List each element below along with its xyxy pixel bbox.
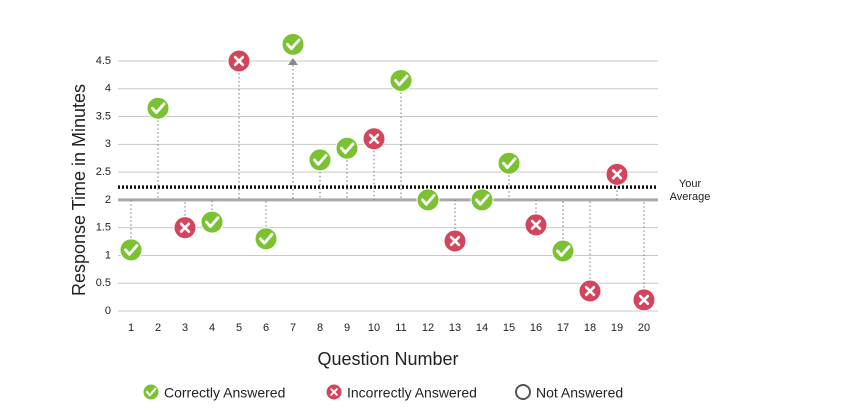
point <box>119 238 143 262</box>
x-tick-label: 2 <box>155 322 161 334</box>
icon-check <box>151 102 166 115</box>
icon-check <box>145 387 157 397</box>
icon-cross <box>330 388 338 396</box>
icon-check <box>205 216 220 228</box>
icon-ring <box>515 384 531 400</box>
icon-bg <box>254 227 278 251</box>
point <box>308 148 332 172</box>
point <box>173 216 197 240</box>
y-tick-label: 3 <box>105 138 111 150</box>
x-tick-label: 7 <box>290 322 296 334</box>
point <box>497 151 521 175</box>
icon-cross <box>449 235 461 247</box>
point <box>416 188 440 212</box>
point <box>146 96 170 120</box>
y-tick-label: 2.5 <box>96 166 111 178</box>
icon-cross <box>638 294 650 306</box>
y-tick-label: 1.5 <box>96 222 111 234</box>
icon-check <box>286 38 301 51</box>
icon-bg <box>119 238 143 262</box>
icon-bg <box>281 32 305 56</box>
icon-check <box>313 154 328 166</box>
y-tick-label: 4.5 <box>96 55 111 67</box>
point <box>200 210 224 234</box>
average-label: Your <box>679 178 702 190</box>
y-tick-label: 2 <box>105 194 111 206</box>
icon-bg <box>335 136 359 160</box>
x-tick-label: 6 <box>263 322 269 334</box>
point <box>470 188 494 212</box>
x-tick-label: 19 <box>611 322 623 334</box>
point <box>389 68 413 92</box>
icon-bg <box>389 68 413 92</box>
icon-bg <box>142 383 160 401</box>
icon-cross <box>368 133 380 144</box>
x-tick-label: 1 <box>128 322 134 334</box>
x-tick-label: 16 <box>530 322 542 334</box>
x-tick-label: 8 <box>317 322 323 334</box>
x-tick-label: 17 <box>557 322 569 334</box>
average-label: Average <box>670 191 711 203</box>
legend-label: Not Answered <box>536 385 623 401</box>
icon-bg <box>551 239 575 263</box>
point <box>524 213 548 237</box>
legend-label: Incorrectly Answered <box>347 385 477 401</box>
point <box>605 162 629 186</box>
x-tick-label: 3 <box>182 322 188 334</box>
y-tick-label: 3.5 <box>96 110 111 122</box>
icon-cross <box>611 169 623 180</box>
x-tick-label: 11 <box>395 322 406 334</box>
point <box>551 239 575 263</box>
y-tick-label: 1 <box>105 249 111 261</box>
x-tick-label: 14 <box>476 322 488 334</box>
legend-label: Correctly Answered <box>164 385 285 401</box>
y-tick-label: 0 <box>105 305 111 317</box>
x-tick-label: 15 <box>503 322 515 334</box>
point <box>362 127 386 151</box>
point <box>335 136 359 160</box>
overflow-arrow <box>288 58 298 65</box>
legend-icon <box>325 383 343 401</box>
icon-bg <box>470 188 494 212</box>
x-tick-label: 20 <box>638 322 650 334</box>
icon-cross <box>530 219 542 231</box>
point <box>254 227 278 251</box>
y-axis-title: Response Time in Minutes <box>69 84 89 296</box>
icon-check <box>340 142 355 155</box>
y-tick-label: 4 <box>105 83 111 95</box>
x-tick-label: 4 <box>209 322 215 334</box>
point <box>281 32 305 56</box>
point <box>443 229 467 253</box>
x-tick-label: 5 <box>236 322 242 334</box>
icon-check <box>421 194 436 206</box>
icon-check <box>502 157 517 170</box>
icon-cross <box>584 285 596 297</box>
x-tick-label: 10 <box>368 322 380 334</box>
icon-bg <box>200 210 224 234</box>
x-tick-label: 9 <box>344 322 350 334</box>
icon-bg <box>416 188 440 212</box>
icon-cross <box>179 222 191 233</box>
x-tick-label: 18 <box>584 322 596 334</box>
x-axis-title: Question Number <box>317 349 458 369</box>
point <box>578 279 602 303</box>
legend-icon <box>142 383 160 401</box>
icon-check <box>394 74 409 87</box>
point <box>632 288 656 312</box>
y-tick-label: 0.5 <box>96 277 111 289</box>
icon-bg <box>497 151 521 175</box>
icon-check <box>124 244 139 256</box>
x-tick-label: 12 <box>422 322 434 334</box>
icon-cross <box>233 55 245 67</box>
icon-check <box>556 245 571 257</box>
icon-bg <box>146 96 170 120</box>
x-tick-label: 13 <box>449 322 461 334</box>
icon-check <box>259 232 274 245</box>
point <box>227 49 251 73</box>
icon-bg <box>308 148 332 172</box>
icon-check <box>475 194 490 206</box>
legend-icon <box>515 384 531 400</box>
